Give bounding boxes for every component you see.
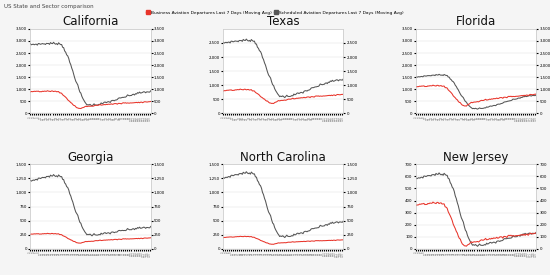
Title: North Carolina: North Carolina: [240, 151, 326, 164]
Legend: Business Aviation Departures Last 7 Days (Moving Avg), Scheduled Aviation Depart: Business Aviation Departures Last 7 Days…: [144, 9, 406, 17]
Title: California: California: [62, 15, 119, 28]
Title: Georgia: Georgia: [67, 151, 114, 164]
Text: US State and Sector comparison: US State and Sector comparison: [4, 4, 94, 9]
Title: Florida: Florida: [456, 15, 496, 28]
Title: New Jersey: New Jersey: [443, 151, 509, 164]
Title: Texas: Texas: [267, 15, 300, 28]
